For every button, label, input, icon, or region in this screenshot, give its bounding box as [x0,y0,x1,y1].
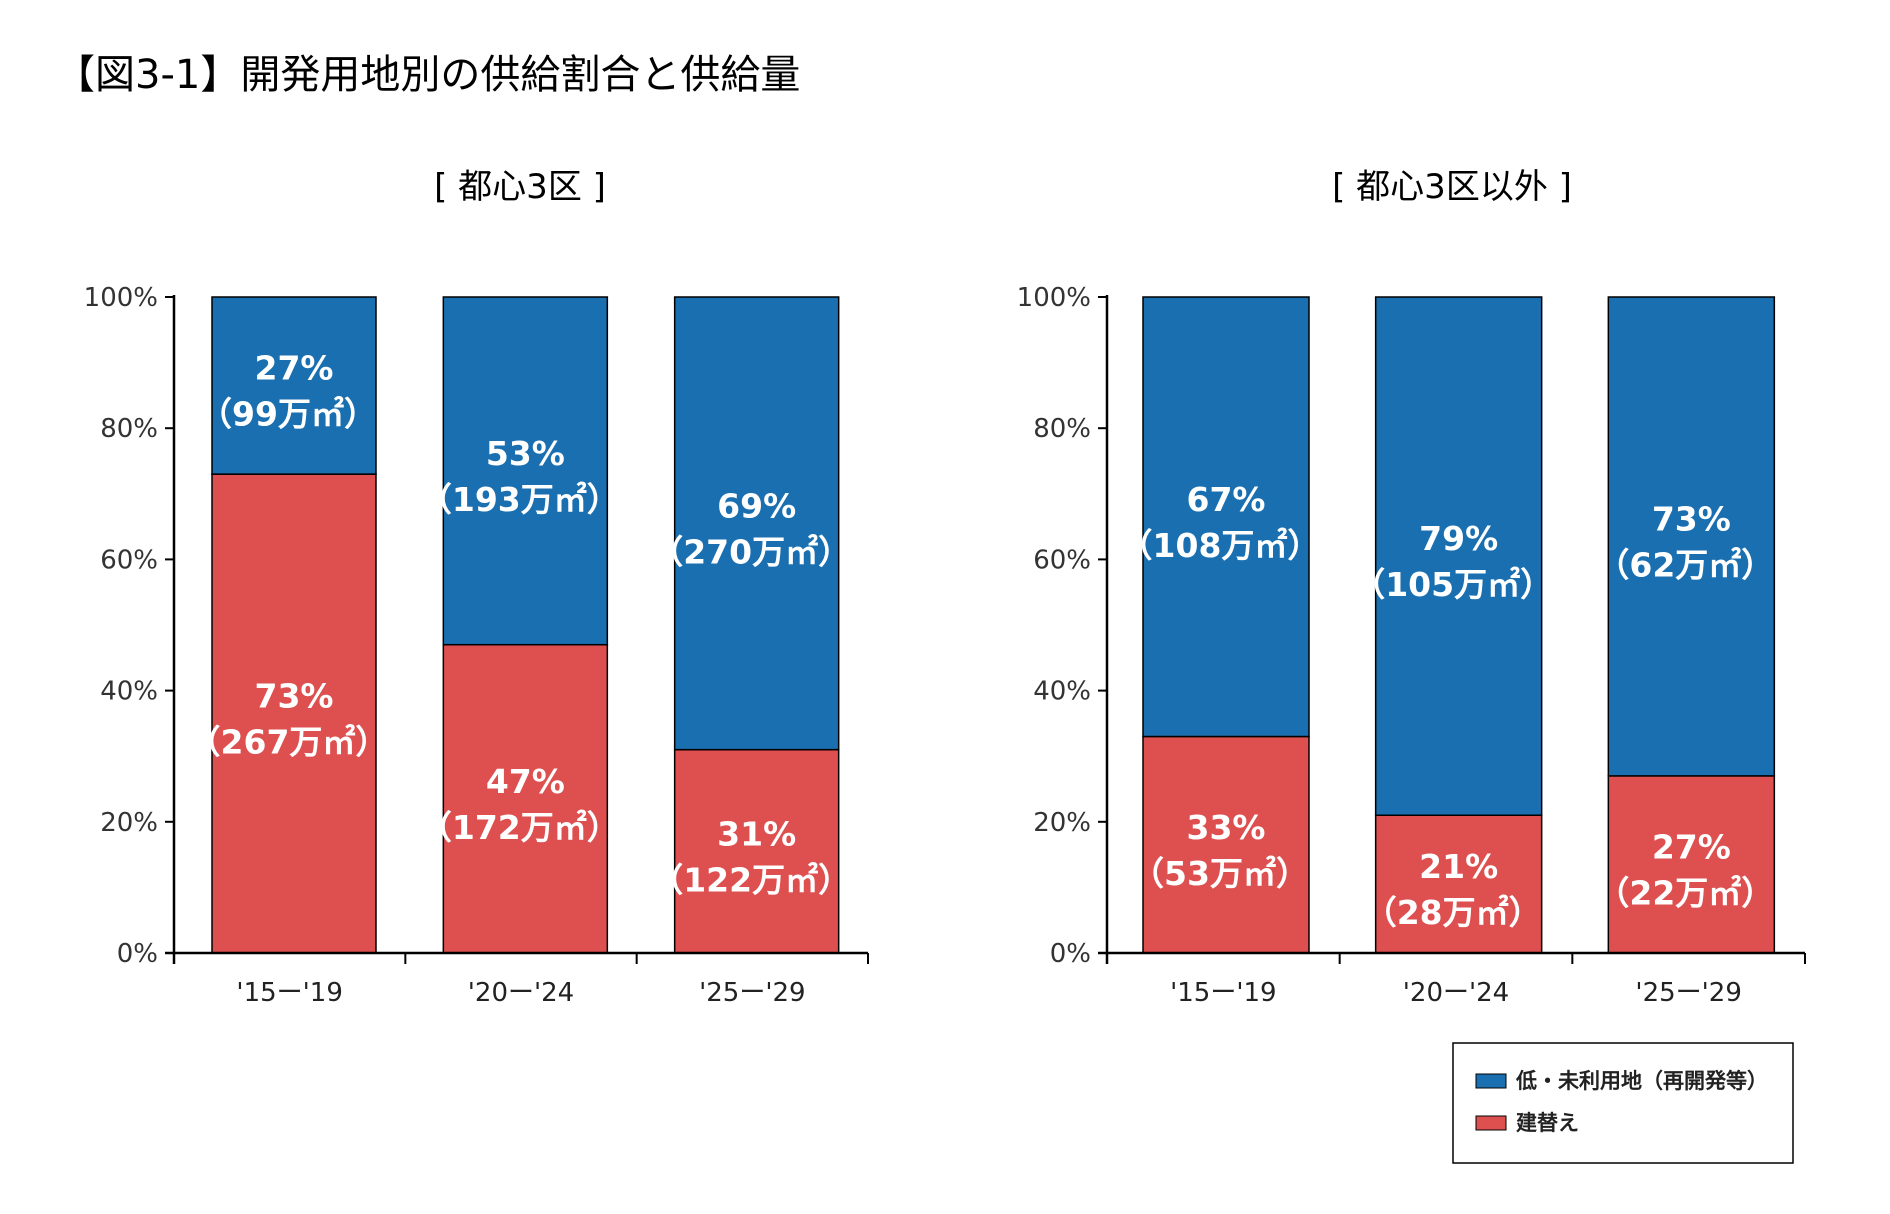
y-tick-label: 0% [117,939,158,969]
figure-title: 【図3-1】開発用地別の供給割合と供給量 [55,52,800,98]
chart-panel-outside: [ 都心3区以外 ] 0% 20% 40% 60% 80% 100% 33% （53万㎡） 67%… [1017,167,1806,1008]
x-category-label: '20ー'24 [468,978,574,1008]
x-category-label: '20ー'24 [1403,978,1509,1008]
y-tick-label: 60% [1033,545,1091,575]
data-label-volume: （28万㎡） [1364,893,1542,932]
data-label-percent: 27% [255,349,334,388]
y-tick-label: 80% [1033,414,1091,444]
data-label-percent: 69% [717,486,796,525]
data-label-volume: （172万㎡） [419,808,620,847]
data-label-percent: 79% [1419,519,1498,558]
data-label-volume: （122万㎡） [650,860,851,899]
legend-swatch-red [1475,1115,1507,1131]
y-tick-label: 20% [100,808,158,838]
data-label-percent: 47% [486,762,565,801]
y-tick-label: 80% [100,414,158,444]
y-tick-label: 100% [1017,283,1091,313]
data-label-volume: （105万㎡） [1352,565,1553,604]
x-category-label: '15ー'19 [1170,978,1276,1008]
legend-swatch-blue [1475,1073,1507,1089]
data-label-volume: （62万㎡） [1596,545,1774,584]
bar-rebuild-2 [1607,775,1776,954]
bar-redevelopment-1 [442,296,609,646]
bar-redevelopment-2 [673,296,840,751]
panel-title: [ 都心3区 ] [434,167,606,207]
data-label-volume: （53万㎡） [1131,854,1309,893]
y-tick-label: 60% [100,545,158,575]
x-category-label: '25ー'29 [699,978,805,1008]
data-label-volume: （108万㎡） [1120,526,1321,565]
data-label-percent: 67% [1187,480,1266,519]
bar-rebuild-1 [1374,814,1543,954]
legend: 低・未利用地（再開発等） 建替え [1452,1042,1794,1164]
bar-rebuild-2 [673,748,840,954]
data-label-percent: 31% [717,814,796,853]
data-label-percent: 21% [1419,847,1498,886]
bar-rebuild-1 [442,643,609,954]
x-category-label: '25ー'29 [1635,978,1741,1008]
data-label-percent: 73% [255,677,334,716]
legend-box [1452,1042,1794,1164]
data-label-percent: 53% [486,434,565,473]
panel-title: [ 都心3区以外 ] [1332,167,1572,207]
data-label-volume: （99万㎡） [199,395,377,434]
y-tick-label: 0% [1050,939,1091,969]
data-label-percent: 33% [1187,808,1266,847]
y-tick-label: 100% [84,283,158,313]
data-label-volume: （22万㎡） [1596,873,1774,912]
bar-redevelopment-0 [1142,296,1310,738]
data-label-percent: 27% [1652,827,1731,866]
data-label-percent: 73% [1652,499,1731,538]
x-category-label: '15ー'19 [236,978,342,1008]
data-label-volume: （193万㎡） [419,480,620,519]
bar-redevelopment-1 [1374,296,1543,816]
chart-panel-central3: [ 都心3区 ] 0% 20% 40% 60% 80% 100% 73% （267万㎡） 27% （… [84,167,869,1008]
legend-label-rebuild: 建替え [1516,1111,1579,1135]
y-tick-label: 40% [1033,677,1091,707]
legend-label-redevelopment: 低・未利用地（再開発等） [1515,1069,1768,1093]
y-tick-label: 40% [100,677,158,707]
bar-redevelopment-2 [1607,296,1776,777]
bar-redevelopment-0 [211,296,377,475]
data-label-volume: （267万㎡） [188,723,389,762]
data-label-volume: （270万㎡） [650,532,851,571]
y-tick-label: 20% [1033,808,1091,838]
